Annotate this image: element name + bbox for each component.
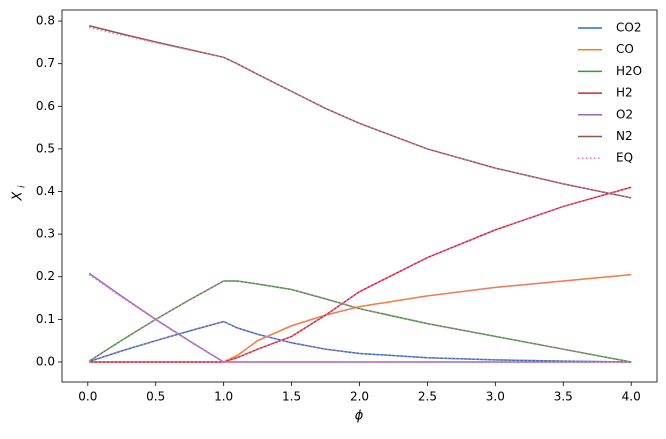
x-tick-label: 2.5: [418, 390, 437, 404]
x-tick-label: 1.5: [282, 390, 301, 404]
y-axis-label: X: [11, 190, 26, 201]
series-line: [88, 320, 632, 363]
eq-line: [88, 280, 632, 363]
x-tick-label: 3.0: [486, 390, 505, 404]
y-tick-label: 0.5: [36, 141, 55, 155]
y-axis-label-subscript: i: [18, 185, 28, 188]
legend-label: H2O: [616, 64, 642, 78]
series-line: [88, 280, 632, 363]
series-line: [88, 25, 632, 199]
y-tick-label: 0.7: [36, 56, 55, 70]
x-tick-label: 1.0: [214, 390, 233, 404]
legend-label: N2: [616, 129, 633, 143]
legend-label: CO2: [616, 21, 641, 35]
y-tick-label: 0.4: [36, 184, 55, 198]
eq-line: [88, 320, 632, 363]
y-tick-label: 0.2: [36, 269, 55, 283]
y-tick-label: 0.6: [36, 99, 55, 113]
x-tick-label: 4.0: [622, 390, 641, 404]
eq-line: [89, 186, 632, 363]
plot-frame: [61, 9, 658, 383]
x-tick-label: 2.0: [350, 390, 369, 404]
y-tick-label: 0.8: [36, 14, 55, 28]
x-tick-label: 3.5: [554, 390, 573, 404]
x-tick-label: 0.5: [146, 390, 165, 404]
legend-label: O2: [616, 107, 633, 121]
legend-label: CO: [616, 42, 634, 56]
y-tick-label: 0.3: [36, 227, 55, 241]
eq-line: [88, 274, 632, 363]
legend-label: H2: [616, 86, 633, 100]
x-axis-label: ϕ: [355, 409, 364, 424]
eq-line: [89, 273, 632, 363]
y-tick-label: 0.1: [36, 312, 55, 326]
y-tick-label: 0.0: [36, 354, 55, 368]
y-axis-label-group: X i: [11, 185, 28, 201]
series-line: [88, 272, 632, 363]
series-line: [89, 273, 632, 363]
eq-line: [88, 26, 632, 199]
x-tick-label: 0.0: [78, 390, 97, 404]
legend-label: EQ: [616, 151, 633, 165]
